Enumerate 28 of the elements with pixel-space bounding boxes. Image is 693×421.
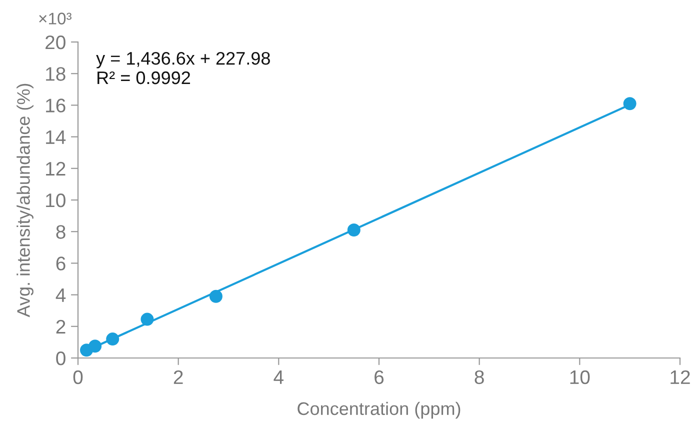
x-tick-label: 10 bbox=[570, 370, 590, 384]
y-tick-label: 2 bbox=[56, 320, 66, 334]
point bbox=[209, 290, 222, 303]
point bbox=[140, 312, 154, 326]
y-tick-label: 8 bbox=[56, 225, 66, 239]
y-tick-label: 10 bbox=[46, 193, 66, 208]
point bbox=[88, 340, 102, 353]
x-tick-label: 8 bbox=[474, 370, 484, 384]
point bbox=[347, 224, 360, 237]
x-axis-title: Concentration (ppm) bbox=[298, 402, 460, 419]
x-tick-label: 2 bbox=[174, 370, 183, 384]
y-tick-label: 4 bbox=[56, 288, 66, 302]
x-tick-label: 4 bbox=[274, 370, 284, 384]
text: ×10³ bbox=[39, 12, 72, 24]
y-tick-label: 6 bbox=[56, 256, 66, 270]
y-axis-title: Avg. intensity/abundance (%) bbox=[16, 84, 34, 318]
y-tick-label: 0 bbox=[56, 351, 66, 366]
point bbox=[106, 332, 120, 346]
y-tick-label: 12 bbox=[46, 162, 66, 176]
x-tick-label: 12 bbox=[670, 370, 690, 384]
x-tick-label: 6 bbox=[374, 370, 384, 384]
y-tick-label: 20 bbox=[46, 35, 66, 50]
x-tick-label: 0 bbox=[73, 370, 83, 384]
y-tick-label: 14 bbox=[46, 130, 66, 144]
point bbox=[623, 97, 636, 110]
annotation: y = 1,436.6x + 227.98 R² = 0.9992 bbox=[96, 52, 270, 84]
y-tick-label: 16 bbox=[46, 98, 66, 112]
y-tick-label: 18 bbox=[46, 67, 66, 81]
